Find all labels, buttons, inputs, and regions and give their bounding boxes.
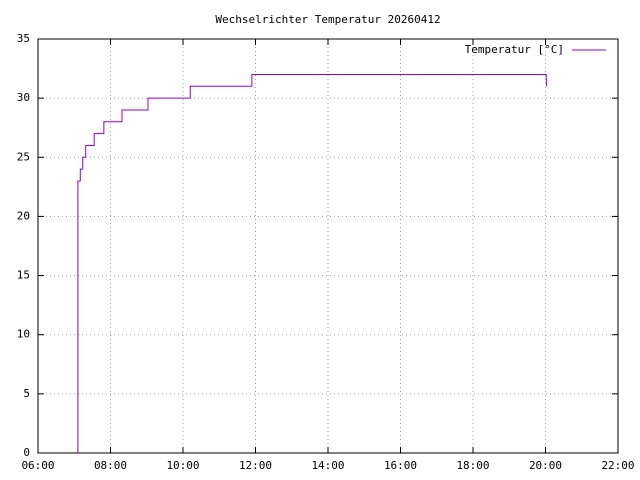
y-tick-label: 5 (23, 387, 30, 400)
x-tick-label: 10:00 (166, 459, 199, 472)
x-tick-label: 06:00 (21, 459, 54, 472)
x-tick-label: 14:00 (311, 459, 344, 472)
y-tick-label: 30 (17, 91, 30, 104)
chart-title: Wechselrichter Temperatur 20260412 (215, 13, 440, 26)
y-tick-label: 15 (17, 269, 30, 282)
y-tick-label: 10 (17, 328, 30, 341)
x-tick-label: 20:00 (529, 459, 562, 472)
x-tick-label: 22:00 (601, 459, 634, 472)
y-tick-label: 0 (23, 446, 30, 459)
data-line (77, 73, 548, 453)
y-tick-label: 25 (17, 150, 30, 163)
x-tick-label: 08:00 (94, 459, 127, 472)
y-tick-label: 35 (17, 32, 30, 45)
plot-frame (37, 38, 619, 454)
x-tick-label: 12:00 (239, 459, 272, 472)
y-tick-label: 20 (17, 209, 30, 222)
legend-label: Temperatur [°C] (465, 43, 564, 56)
x-tick-label: 16:00 (384, 459, 417, 472)
x-tick-label: 18:00 (456, 459, 489, 472)
